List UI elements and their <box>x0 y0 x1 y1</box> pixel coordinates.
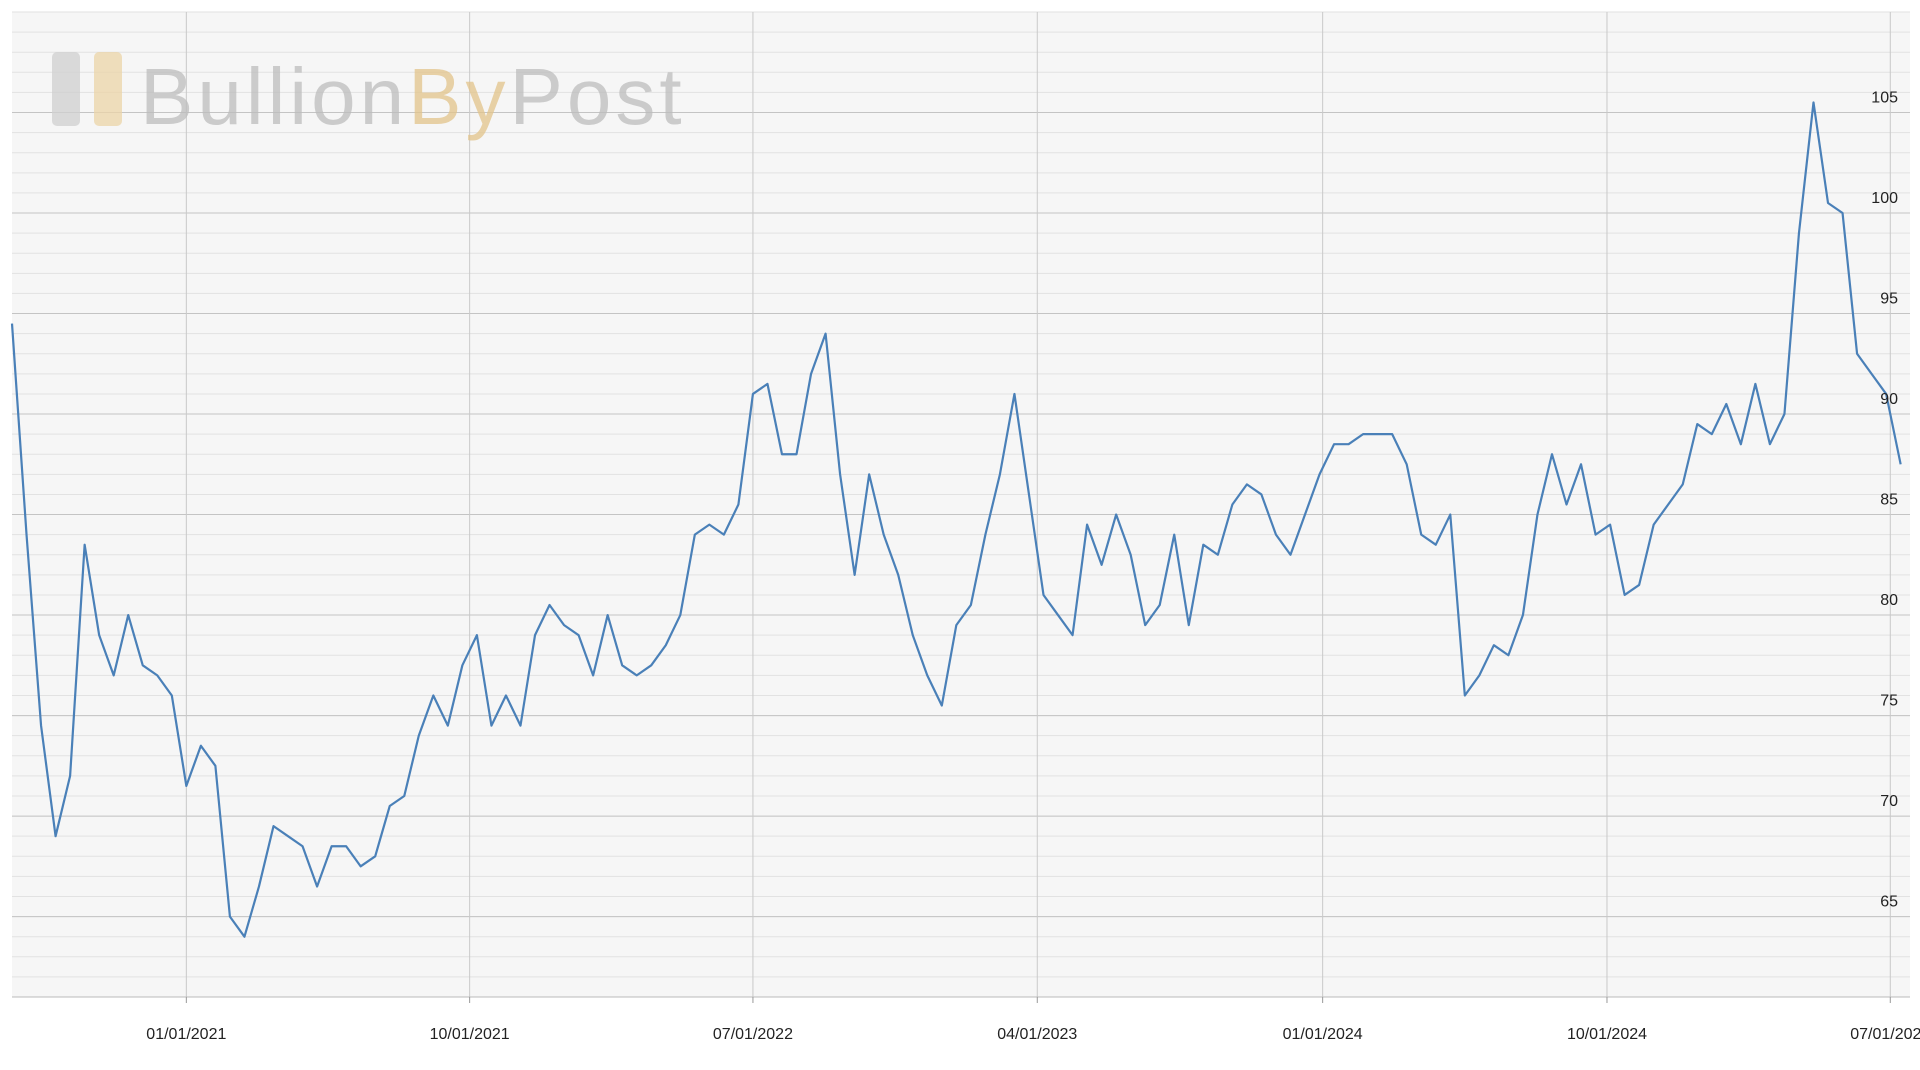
watermark-part: Bullion <box>140 52 408 141</box>
marks <box>10 101 1902 938</box>
y-tick-label: 75 <box>1880 693 1898 710</box>
watermark: BullionByPost <box>140 52 686 141</box>
x-tick-label: 10/01/2024 <box>1567 1026 1647 1043</box>
y-tick-label: 95 <box>1880 291 1898 308</box>
x-tick-label: 01/01/2024 <box>1283 1026 1363 1043</box>
logo-gold-bar <box>94 52 122 126</box>
y-tick-label: 105 <box>1871 90 1898 107</box>
grid <box>12 11 1910 998</box>
plot-area <box>12 12 1910 997</box>
y-tick-label: 65 <box>1880 894 1898 911</box>
labels: 65 70 75 80 85 90 95 100 105 01/01/2021 10/01/2021… <box>146 90 1920 1043</box>
watermark-logo: BullionByPost <box>52 52 686 141</box>
data-line <box>10 101 1902 938</box>
y-tick-label: 90 <box>1880 391 1898 408</box>
watermark-part: By <box>408 52 509 141</box>
x-tick-label: 01/01/2021 <box>146 1026 226 1043</box>
y-tick-label: 80 <box>1880 592 1898 609</box>
x-tick-label: 04/01/2023 <box>997 1026 1077 1043</box>
y-tick-label: 85 <box>1880 492 1898 509</box>
x-tick-label: 07/01/2022 <box>713 1026 793 1043</box>
y-tick-label: 70 <box>1880 793 1898 810</box>
y-tick-label: 100 <box>1871 190 1898 207</box>
x-tick-label: 10/01/2021 <box>430 1026 510 1043</box>
watermark-part: Post <box>510 52 686 141</box>
logo-silver-bar <box>52 52 80 126</box>
x-tick-label: 07/01/2025 <box>1850 1026 1920 1043</box>
